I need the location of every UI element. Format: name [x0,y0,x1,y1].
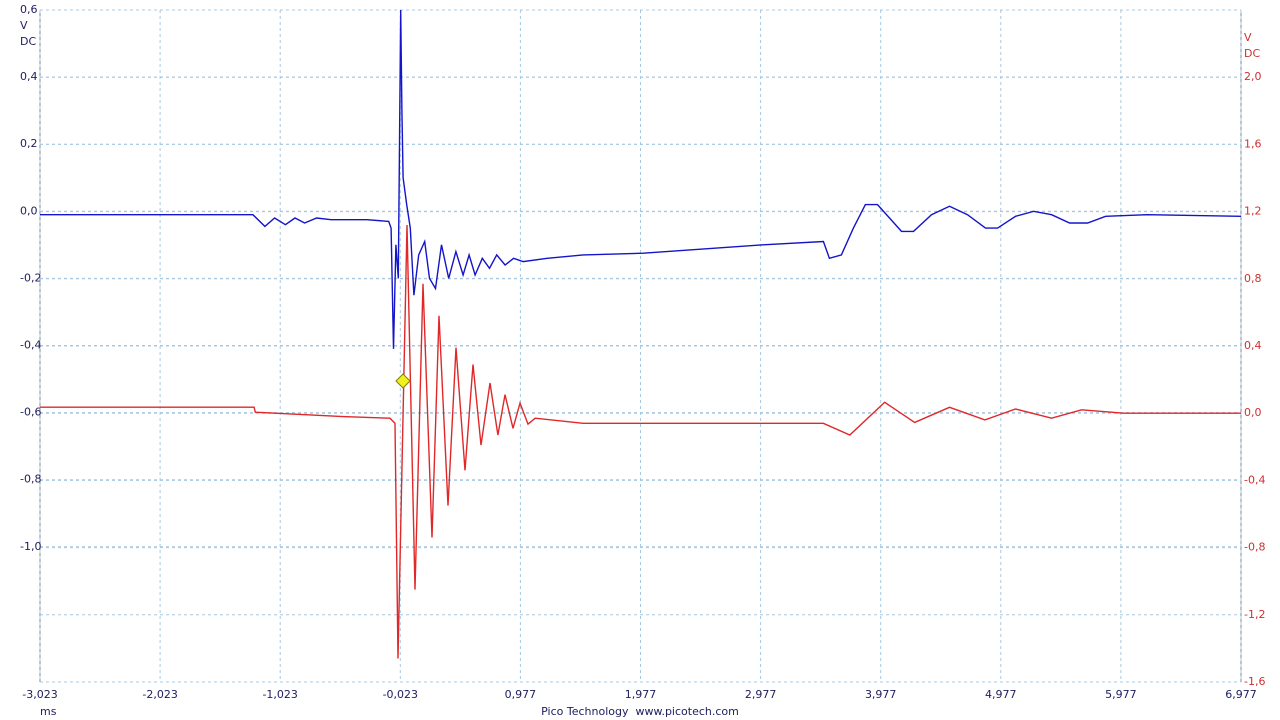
x-tick-label: -0,023 [383,688,418,701]
x-tick-label: -2,023 [142,688,177,701]
x-tick-label: 5,977 [1105,688,1137,701]
y2-tick-label: 1,2 [1244,205,1262,218]
y-tick-label: -0,8 [20,473,41,486]
y2-tick-label: -1,6 [1244,675,1265,688]
y-tick-label: 0,0 [20,204,38,217]
x-tick-label: 6,977 [1225,688,1257,701]
trace [40,224,1241,659]
x-tick-label: -3,023 [22,688,57,701]
x-tick-label: 3,977 [865,688,897,701]
y2-tick-label: 0,4 [1244,339,1262,352]
trigger-marker [395,373,411,389]
y-tick-label: -0,2 [20,271,41,284]
x-tick-label: 4,977 [985,688,1017,701]
y2-tick-label: 2,0 [1244,70,1262,83]
x-unit: ms [40,705,57,718]
trace [40,9,1242,349]
y2-tick-label: 0,8 [1244,272,1262,285]
y2-tick-label: -1,2 [1244,608,1265,621]
x-tick-label: -1,023 [262,688,297,701]
y-tick-label: 0,4 [20,70,38,83]
y-tick-label: -1,0 [20,540,41,553]
x-tick-label: 0,977 [505,688,537,701]
y-tick-label: -0,6 [20,406,41,419]
y-coupling: DC [20,35,36,48]
y2-unit: V [1244,31,1252,44]
grid [39,9,1242,683]
x-tick-label: 1,977 [625,688,657,701]
y2-tick-label: -0,8 [1244,541,1265,554]
y-unit: V [20,19,28,32]
y2-tick-label: 1,6 [1244,137,1262,150]
y2-tick-label: 0,0 [1244,406,1262,419]
y2-coupling: DC [1244,47,1260,60]
y2-tick-label: -0,4 [1244,473,1265,486]
x-tick-label: 2,977 [745,688,777,701]
y-tick-label: 0,2 [20,137,38,150]
footer: Pico Technology www.picotech.com [541,705,739,718]
y-tick-label: -0,4 [20,338,41,351]
y-tick-label: 0,6 [20,3,38,16]
